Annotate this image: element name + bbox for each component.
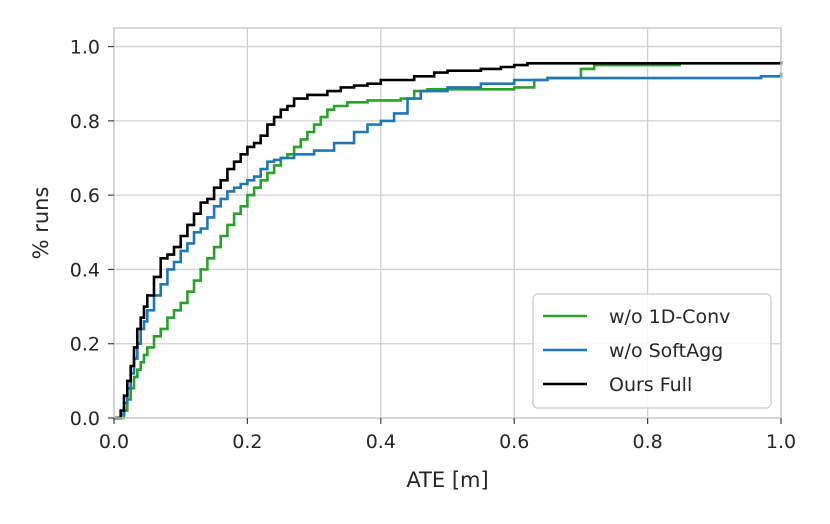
x-tick-label: 0.2: [232, 431, 262, 453]
y-tick-label: 0.4: [70, 259, 100, 281]
x-tick-label: 0.8: [632, 431, 662, 453]
y-tick-label: 0.6: [70, 185, 100, 207]
series-line-ours-full: [114, 61, 783, 420]
x-tick-label: 0.0: [99, 431, 129, 453]
x-tick-label: 0.4: [366, 431, 396, 453]
plot-frame: [113, 27, 782, 419]
legend: w/o 1D-Conv w/o SoftAgg Ours Full: [532, 293, 772, 409]
legend-label-ours-full: Ours Full: [609, 374, 692, 396]
x-tick-label: 0.6: [499, 431, 529, 453]
legend-box: [532, 293, 772, 409]
legend-label-w-o-1d-conv: w/o 1D-Conv: [609, 306, 730, 328]
x-tick-label: 1.0: [766, 431, 796, 453]
legend-label-w-o-softagg: w/o SoftAgg: [609, 340, 723, 362]
ticks: 0.0 0.2 0.4 0.6 0.8 1.0 0.0 0.2 0.4 0.6 0.8 1.0: [70, 37, 796, 453]
y-tick-label: 1.0: [70, 37, 100, 59]
y-tick-label: 0.8: [70, 111, 100, 133]
y-axis-label: % runs: [29, 187, 53, 260]
series-line-w-o-softagg: [114, 72, 783, 420]
x-axis-label: ATE [m]: [406, 468, 488, 492]
series-lines: [114, 61, 783, 420]
y-tick-label: 0.2: [70, 334, 100, 356]
y-tick-label: 0.0: [70, 408, 100, 430]
